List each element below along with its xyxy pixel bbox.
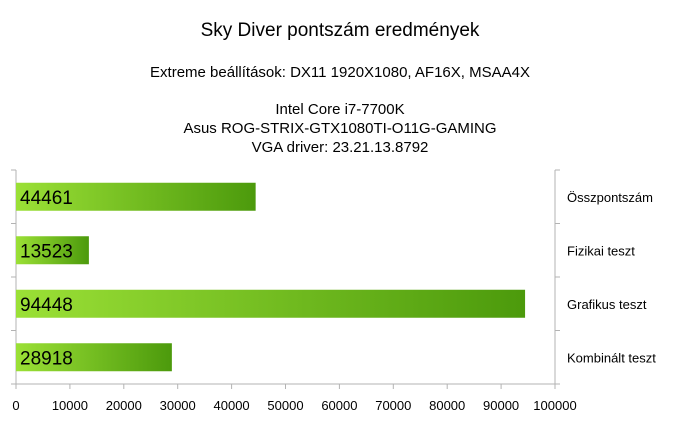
x-tick-label: 70000 (375, 398, 411, 413)
bar-value-label: 28918 (20, 348, 73, 369)
bar (16, 343, 172, 372)
bar-value-label: 44461 (20, 188, 73, 209)
x-tick-label: 60000 (321, 398, 357, 413)
x-tick-label: 30000 (160, 398, 196, 413)
bar-value-label: 94448 (20, 295, 73, 316)
category-label: Fizikai teszt (567, 243, 635, 258)
chart-subtitle-cpu: Intel Core i7-7700K (275, 101, 405, 118)
x-tick-label: 100000 (533, 398, 576, 413)
x-tick-label: 0 (12, 398, 19, 413)
chart-title: Sky Diver pontszám eredmények (200, 20, 480, 41)
chart-subtitle-driver: VGA driver: 23.21.13.8792 (251, 139, 429, 156)
x-tick-label: 20000 (106, 398, 142, 413)
chart-subtitle-gpu: Asus ROG-STRIX-GTX1080TI-O11G-GAMING (183, 120, 497, 137)
x-tick-label: 90000 (483, 398, 519, 413)
bar (16, 236, 89, 265)
bar (16, 182, 256, 211)
chart-subtitle-settings: Extreme beállítások: DX11 1920X1080, AF1… (150, 64, 530, 81)
x-tick-label: 10000 (52, 398, 88, 413)
x-tick-label: 40000 (214, 398, 250, 413)
category-label: Összpontszám (567, 190, 653, 205)
bar-value-label: 13523 (20, 241, 73, 262)
plot-area: 0 10000 20000 30000 40000 50000 60000 70000 8000… (11, 169, 656, 413)
category-label: Grafikus teszt (567, 297, 647, 312)
x-tick-label: 80000 (429, 398, 465, 413)
category-label: Kombinált teszt (567, 350, 656, 365)
bar (16, 289, 526, 318)
x-tick-label: 50000 (267, 398, 303, 413)
